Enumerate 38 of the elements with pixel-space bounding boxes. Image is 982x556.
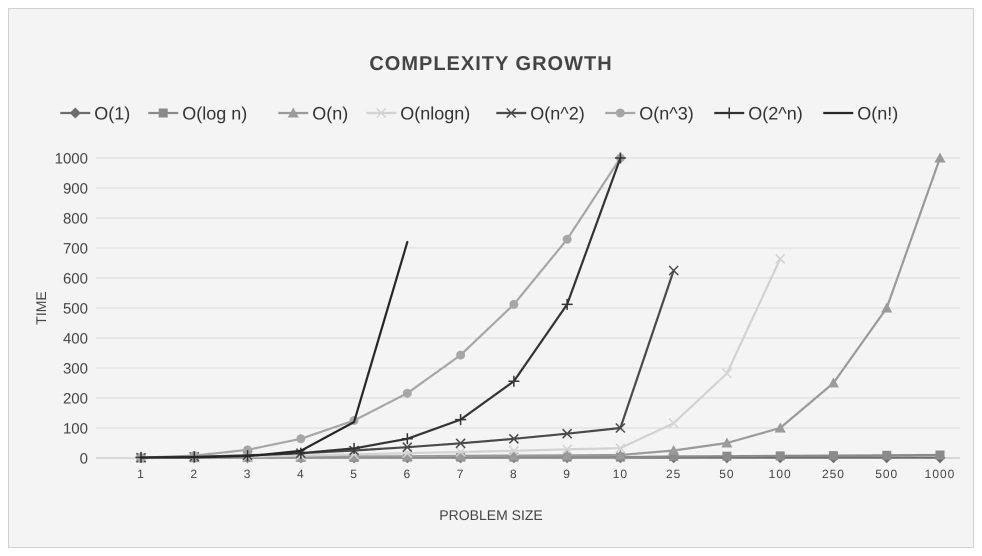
x-tick-label: 5 — [350, 467, 358, 481]
y-tick-label: 0 — [80, 450, 88, 468]
legend-label: O(log n) — [182, 103, 248, 124]
x-tick-label: 500 — [875, 467, 898, 481]
legend-label: O(1) — [94, 103, 130, 124]
y-tick-label: 400 — [62, 330, 88, 348]
y-tick-label: 200 — [62, 390, 88, 408]
y-axis-title: TIME — [33, 291, 49, 325]
x-tick-label: 1 — [137, 467, 145, 481]
y-tick-label: 600 — [62, 270, 88, 288]
legend-label: O(n^3) — [639, 103, 694, 124]
legend-label: O(2^n) — [748, 103, 803, 124]
x-tick-label: 4 — [296, 467, 305, 481]
x-tick-label: 8 — [510, 467, 518, 481]
y-tick-label: 800 — [62, 210, 88, 228]
y-tick-label: 300 — [62, 360, 88, 378]
y-tick-label: 700 — [62, 240, 88, 258]
x-tick-label: 9 — [563, 467, 571, 481]
y-tick-label: 500 — [62, 300, 88, 318]
x-tick-label: 25 — [666, 467, 682, 481]
x-tick-label: 7 — [456, 467, 464, 481]
x-axis-title: PROBLEM SIZE — [439, 507, 543, 523]
legend-label: O(nlogn) — [400, 103, 470, 124]
x-tick-label: 1000 — [924, 467, 956, 481]
legend-label: O(n!) — [857, 103, 898, 124]
legend-label: O(n) — [312, 103, 348, 124]
x-tick-label: 100 — [768, 467, 792, 481]
x-tick-label: 10 — [612, 467, 628, 481]
x-tick-label: 3 — [244, 467, 252, 481]
x-tick-label: 250 — [822, 467, 845, 481]
legend-label: O(n^2) — [530, 103, 585, 124]
y-tick-label: 100 — [62, 420, 88, 438]
chart-title: COMPLEXITY GROWTH — [369, 53, 613, 75]
x-tick-label: 50 — [719, 467, 735, 481]
x-tick-label: 2 — [190, 467, 198, 481]
y-tick-label: 1000 — [54, 150, 88, 168]
y-tick-label: 900 — [62, 180, 88, 198]
x-tick-label: 6 — [403, 467, 412, 481]
